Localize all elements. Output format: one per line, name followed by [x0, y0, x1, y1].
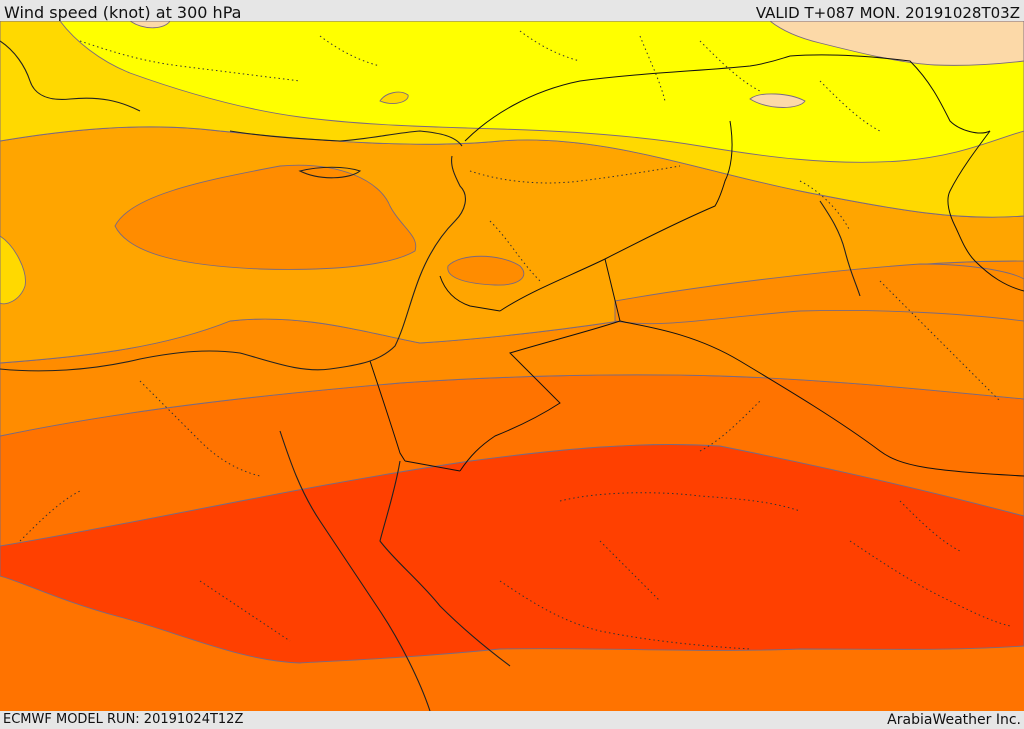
- map-canvas: [0, 21, 1024, 711]
- band-orange-tongue: [114, 164, 417, 270]
- map-title: Wind speed (knot) at 300 hPa: [4, 3, 242, 22]
- band-orange-blob: [447, 255, 525, 286]
- coastline-aegean: [0, 40, 141, 112]
- admin-lines-north: [79, 30, 881, 132]
- coastline-mediterranean-south: [0, 155, 466, 372]
- border-syria-iraq: [499, 120, 733, 312]
- coastline-red-sea-west: [279, 430, 431, 711]
- band-yellow-orange-island: [379, 91, 409, 104]
- map-footer: ECMWF MODEL RUN: 20191024T12Z ArabiaWeat…: [0, 711, 1024, 729]
- coastline-anatolia: [229, 130, 463, 147]
- border-iraq-saudi: [604, 258, 1024, 477]
- credit-label: ArabiaWeather Inc.: [887, 712, 1021, 728]
- valid-time-label: VALID T+087 MON. 20191028T03Z: [755, 4, 1020, 22]
- band-pale: [769, 21, 1024, 66]
- border-iraq-north: [789, 54, 991, 134]
- band-pale-top: [129, 21, 171, 29]
- coastline-cyprus: [298, 166, 362, 179]
- band-orange-east: [614, 263, 1024, 325]
- band-pale-small: [749, 93, 806, 108]
- border-saudi-jordan-south: [459, 320, 621, 472]
- border-egypt-sudan: [369, 360, 406, 462]
- border-turkey-syria: [464, 55, 791, 142]
- map-header: Wind speed (knot) at 300 hPa VALID T+087…: [0, 0, 1024, 22]
- coastline-persian-gulf: [819, 200, 861, 297]
- border-iran-iraq: [947, 130, 1024, 292]
- model-run-label: ECMWF MODEL RUN: 20191024T12Z: [3, 712, 244, 727]
- band-yellow-orange-west: [0, 235, 26, 305]
- coastline-red-sea-east: [379, 460, 511, 667]
- admin-lines-south: [19, 380, 1011, 650]
- border-aqaba: [404, 460, 461, 472]
- wind-speed-map: [0, 21, 1024, 711]
- border-jordan-saudi: [439, 275, 501, 312]
